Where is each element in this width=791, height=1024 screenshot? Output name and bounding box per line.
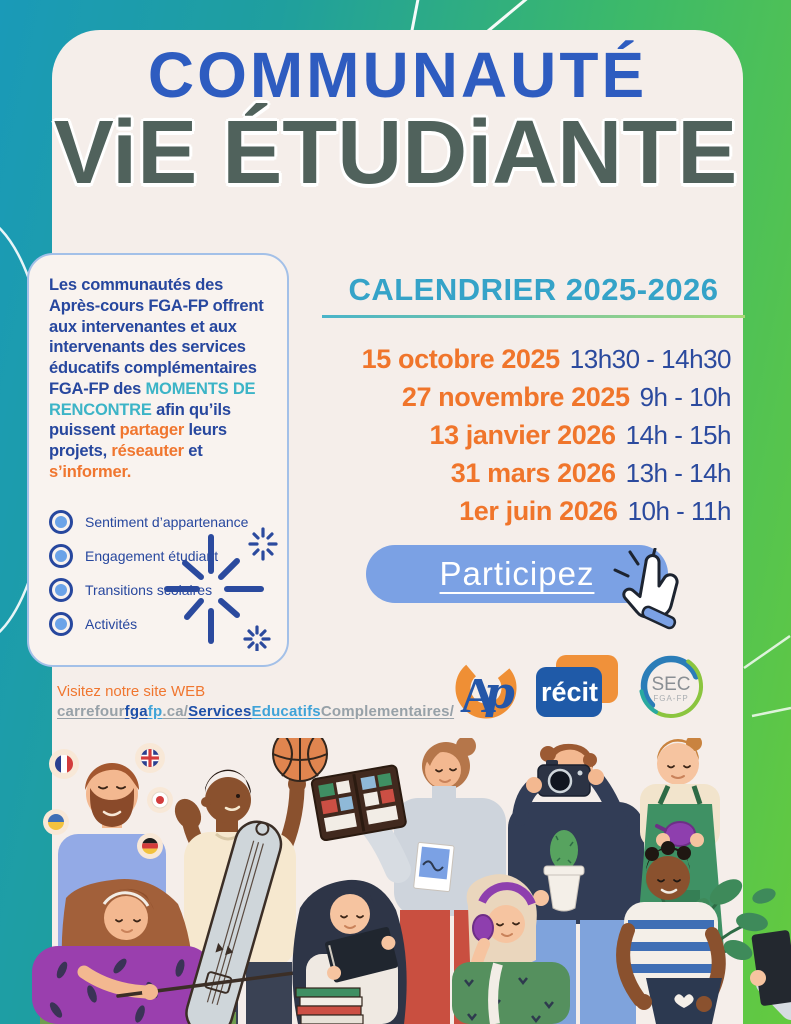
france-flag-icon [55,755,73,773]
sparkle-icon [164,527,278,651]
intro-text: et [183,442,203,461]
theme-label: Activités [85,615,138,632]
click-hand-cursor-icon [613,548,679,630]
poster-title-line1: COMMUNAUTÉ [147,39,648,111]
url-segment: / [449,702,455,720]
svg-text:FGA-FP: FGA-FP [653,694,688,703]
participez-button[interactable]: Participez [366,545,668,603]
polaroid-photo-icon [413,841,455,893]
plant-man-illustration [616,841,776,1024]
event-list: 15 octobre 2025 13h30 - 14h30 27 novembr… [322,344,745,534]
theme-item: Activités [49,607,270,641]
cello-icon [185,820,283,1024]
url-segment: carrefour [57,702,125,720]
theme-item: Transitions scolaires [49,573,270,607]
svg-text:A: A [460,667,496,722]
plant-pot-icon [646,978,722,1024]
event-date: 13 janvier 2026 [429,420,616,450]
apres-cours-logo-icon: A p [455,657,517,722]
event-time: 13h30 - 14h30 [569,344,732,374]
event-row: 13 janvier 2026 14h - 15h [322,420,731,458]
basketball-icon [272,738,328,782]
teapot-icon [655,821,704,847]
event-row: 27 novembre 2025 9h - 10h [322,382,732,420]
calendar-underline [322,315,745,318]
intro-text: Les communautés des Après-cours FGA-FP o… [49,276,264,398]
black-book-icon [324,926,398,983]
intro-paragraph: Les communautés des Après-cours FGA-FP o… [49,275,270,483]
intro-highlight-moments: MOMENTS DE RENCONTRE [49,379,256,419]
calendar-title: CALENDRIER 2025-2026 [348,272,719,307]
poster-title-line2: ViE ÉTUDiANTE [53,103,738,203]
intro-highlight-reseauter: réseauter [111,442,184,461]
ukraine-flag-icon [48,814,64,830]
event-row: 31 mars 2026 13h - 14h [322,458,732,496]
reading-woman-illustration [292,879,407,1024]
event-time: 9h - 10h [639,382,732,412]
themes-list: Sentiment d’appartenance Engagement étud… [49,505,270,641]
url-segment: fga [124,702,148,720]
website-intro: Visitez notre site WEB [57,683,206,700]
url-segment: Services [188,702,252,720]
language-bubbles [43,743,173,859]
germany-flag-icon [142,838,158,854]
photo-album-illustration [310,764,411,883]
partner-logos: A p récit SEC FGA-FP [452,650,748,722]
sec-fga-fp-logo-icon: SEC FGA-FP [639,654,703,718]
book-stack-icon [295,987,364,1024]
bullet-circle-icon [49,509,73,534]
headphones-person-illustration [452,874,570,1024]
intro-text: afin qu’ils puissent [49,400,231,440]
cello-woman-illustration [32,820,304,1024]
community-illustration [32,738,791,1024]
event-time: 13h - 14h [625,458,732,488]
intro-highlight-partager: partager [119,421,185,440]
theme-item: Engagement étudiant [49,539,270,573]
bullet-circle-icon [49,543,73,568]
event-date: 15 octobre 2025 [361,344,561,374]
notebook-reader-illustration [750,930,791,1020]
event-date: 27 novembre 2025 [401,382,630,412]
intro-box: Les communautés des Après-cours FGA-FP o… [27,253,289,667]
website-block: Visitez notre site WEB carrefourfgafp.ca… [57,682,457,721]
svg-text:p: p [484,668,515,719]
participez-label: Participez [439,555,595,592]
intro-text: leurs projets, [49,421,227,461]
camera-icon [537,760,591,797]
url-segment: fp [147,702,163,720]
url-segment: Educatifs [251,702,321,720]
uk-flag-icon [141,749,159,767]
theme-item: Sentiment d’appartenance [49,505,270,539]
recit-logo-icon: récit [536,655,618,717]
event-date: 31 mars 2026 [450,458,616,488]
url-segment: Complementaires [320,702,450,720]
event-row: 15 octobre 2025 13h30 - 14h30 [322,344,732,382]
event-date: 1er juin 2026 [459,496,618,526]
theme-label: Transitions scolaires [85,581,213,598]
theme-label: Engagement étudiant [85,547,219,564]
event-row: 1er juin 2026 10h - 11h [322,496,731,534]
bullet-circle-icon [49,611,73,636]
svg-text:SEC: SEC [651,674,690,695]
svg-text:récit: récit [541,677,598,707]
calendar-section: CALENDRIER 2025-2026 15 octobre 2025 13h… [322,272,745,534]
website-url[interactable]: carrefourfgafp.ca/ServicesEducatifsCompl… [57,702,457,722]
url-segment: .ca/ [162,702,189,720]
theme-label: Sentiment d’appartenance [85,513,249,530]
event-time: 10h - 11h [627,496,732,526]
intro-highlight-sinformer: s’informer. [49,463,132,482]
cactus-pot-icon [533,830,585,912]
japan-flag-icon [151,791,169,809]
bullet-circle-icon [49,577,73,602]
event-time: 14h - 15h [625,420,732,450]
